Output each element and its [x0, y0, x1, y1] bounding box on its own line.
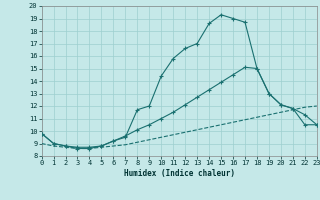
X-axis label: Humidex (Indice chaleur): Humidex (Indice chaleur): [124, 169, 235, 178]
